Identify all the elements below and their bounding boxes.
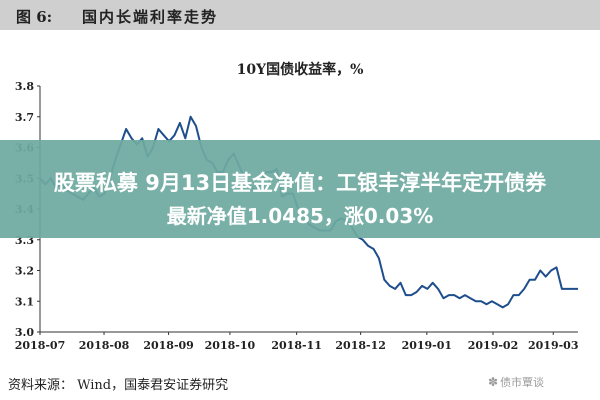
x-tick-label: 2018-07 — [15, 339, 66, 352]
news-headline-line2: 最新净值1.0485，涨0.03% — [166, 204, 434, 228]
x-tick-label: 2018-08 — [79, 339, 130, 352]
x-tick-label: 2018-09 — [143, 339, 194, 352]
news-headline-line1: 股票私募 9月13日基金净值：工银丰淳半年定开债券 — [53, 171, 547, 195]
watermark: ✽ 债市覃谈 — [488, 374, 544, 390]
figure-title: 国内长端利率走势 — [82, 8, 219, 26]
data-source-note: 资料来源： Wind，国泰君安证券研究 — [8, 378, 229, 393]
x-tick-label: 2019-03 — [528, 339, 579, 352]
chart-title: 10Y国债收益率，% — [237, 61, 364, 78]
x-tick-label: 2018-10 — [205, 339, 256, 352]
y-tick-label: 3.0 — [15, 326, 34, 339]
x-tick-label: 2019-02 — [468, 339, 519, 352]
x-tick-label: 2018-11 — [271, 339, 322, 352]
watermark-text: 债市覃谈 — [500, 376, 545, 389]
x-tick-label: 2018-12 — [335, 339, 386, 352]
y-tick-label: 3.8 — [15, 80, 34, 93]
y-tick-label: 3.2 — [15, 265, 34, 278]
figure-label: 图 6: — [16, 8, 53, 26]
y-tick-label: 3.7 — [15, 111, 34, 124]
figure-header: 图 6: 国内长端利率走势 — [0, 0, 600, 30]
wechat-icon: ✽ — [488, 375, 499, 389]
y-tick-label: 3.1 — [15, 295, 34, 308]
news-overlay-banner[interactable]: 股票私募 9月13日基金净值：工银丰淳半年定开债券 最新净值1.0485，涨0.… — [0, 140, 600, 238]
x-tick-label: 2019-01 — [402, 339, 453, 352]
